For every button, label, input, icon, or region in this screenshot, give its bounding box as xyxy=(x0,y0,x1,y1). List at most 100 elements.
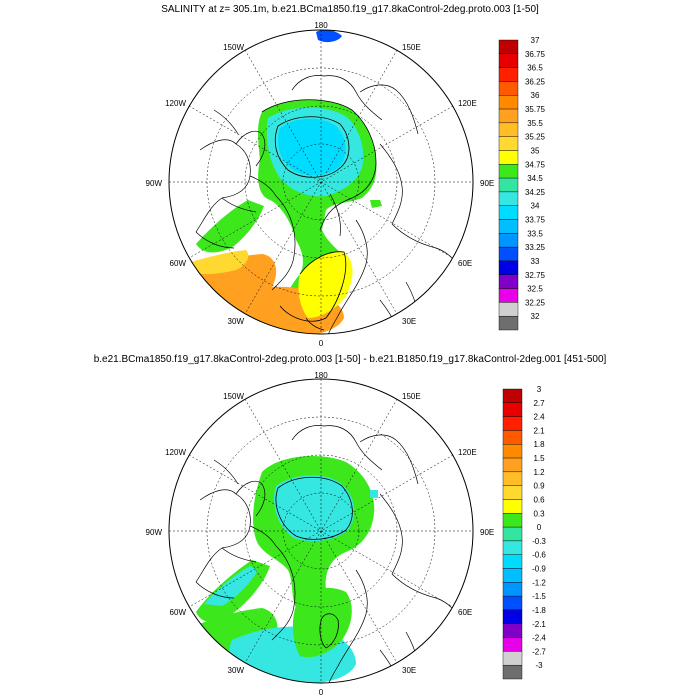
bottom-map xyxy=(194,425,463,683)
top-field-atlantic-yellow xyxy=(190,250,249,275)
top-colorbar-swatch xyxy=(498,260,519,275)
top-field-cyan xyxy=(277,118,346,176)
top-colorbar-label: 32.75 xyxy=(525,271,546,280)
top-colorbar-label: 34 xyxy=(531,202,540,211)
bottom-map-border xyxy=(168,378,474,684)
top-lon-180: 180 xyxy=(314,21,328,30)
bottom-lon-120w: 120W xyxy=(165,448,186,457)
top-map-border xyxy=(168,29,474,335)
top-colorbar-label: 36.75 xyxy=(525,50,546,59)
bottom-field-west-teal xyxy=(204,566,258,606)
top-lon-90w: 90W xyxy=(146,179,163,188)
bottom-lon-30e: 30E xyxy=(402,666,416,675)
bottom-colorbar-swatch xyxy=(502,416,523,431)
top-colorbar-swatch xyxy=(498,81,519,96)
top-colorbar-swatch xyxy=(498,177,519,193)
top-lon-150w: 150W xyxy=(223,43,244,52)
top-lon-30w: 30W xyxy=(228,317,245,326)
bottom-lon-120e: 120E xyxy=(458,448,477,457)
bottom-colorbar-swatch xyxy=(502,444,523,459)
top-colorbar-swatch xyxy=(498,315,519,331)
top-colorbar-label: 36.5 xyxy=(527,64,543,73)
bottom-colorbar-swatch xyxy=(502,595,523,611)
bottom-colorbar-swatch xyxy=(502,513,523,528)
bottom-colorbar-label: 1.2 xyxy=(533,468,545,477)
top-field-west-green xyxy=(196,200,264,253)
bottom-lon-90e: 90E xyxy=(480,528,494,537)
top-colorbar-swatch xyxy=(498,67,519,82)
top-colorbar-label: 33.75 xyxy=(525,216,546,225)
top-title: SALINITY at z= 305.1m, b.e21.BCma1850.f1… xyxy=(161,4,539,15)
top-colorbar-label: 35.25 xyxy=(525,133,546,142)
bottom-colorbar-swatch xyxy=(502,471,523,486)
top-colorbar-label: 33 xyxy=(531,257,540,266)
bottom-colorbar-swatch xyxy=(502,388,523,404)
top-lon-150e: 150E xyxy=(402,43,421,52)
top-lon-30e: 30E xyxy=(402,317,416,326)
top-colorbar-swatch xyxy=(498,95,519,110)
bottom-lon-60w: 60W xyxy=(170,608,187,617)
bottom-colorbar-label: 0 xyxy=(537,523,542,532)
top-colorbar-swatch xyxy=(498,191,519,206)
bottom-colorbar-label: 0.3 xyxy=(533,509,545,518)
top-lon-60e: 60E xyxy=(458,259,472,268)
bottom-lon-30w: 30W xyxy=(228,666,245,675)
top-field-nordic-yellow xyxy=(298,251,353,318)
bottom-colorbar-label: -2.1 xyxy=(532,620,546,629)
top-colorbar-label: 33.25 xyxy=(525,243,546,252)
bottom-colorbar-swatch xyxy=(502,540,523,555)
top-colorbar-label: 34.75 xyxy=(525,160,546,169)
bottom-colorbar-label: -3 xyxy=(535,661,543,670)
top-colorbar-swatch xyxy=(498,205,519,220)
bottom-colorbar-label: -2.7 xyxy=(532,647,546,656)
bottom-colorbar-label: -0.6 xyxy=(532,551,546,560)
top-lon-120w: 120W xyxy=(165,99,186,108)
top-lon-90e: 90E xyxy=(480,179,494,188)
top-graticule xyxy=(169,30,473,334)
top-colorbar-label: 32.5 xyxy=(527,285,543,294)
top-contour-3 xyxy=(279,251,347,322)
bottom-lon-180: 180 xyxy=(314,371,328,380)
top-lon-120e: 120E xyxy=(458,99,477,108)
bottom-title: b.e21.BCma1850.f19_g17.8kaControl-2deg.p… xyxy=(94,354,607,365)
bottom-colorbar-swatch xyxy=(502,651,523,666)
top-colorbar-swatch xyxy=(498,39,519,55)
bottom-colorbar-label: 1.8 xyxy=(533,440,545,449)
bottom-panel: b.e21.BCma1850.f19_g17.8kaControl-2deg.p… xyxy=(94,354,607,697)
bottom-lon-0: 0 xyxy=(319,688,324,697)
bottom-colorbar-label: 2.4 xyxy=(533,413,545,422)
top-lon-60w: 60W xyxy=(170,259,187,268)
top-colorbar-swatch xyxy=(498,274,519,289)
bottom-colorbar-swatch xyxy=(502,609,523,624)
bottom-colorbar-swatch xyxy=(502,430,523,445)
top-colorbar-label: 33.5 xyxy=(527,229,543,238)
top-contour-1 xyxy=(274,116,350,178)
bottom-lon-150e: 150E xyxy=(402,392,421,401)
top-colorbar-label: 32 xyxy=(531,312,540,321)
bottom-colorbar-swatch xyxy=(502,526,523,542)
bottom-colorbar-swatch xyxy=(502,664,523,680)
bottom-field-east-cyan xyxy=(370,490,378,498)
top-colorbar-label: 35.75 xyxy=(525,105,546,114)
top-colorbar-swatch xyxy=(498,288,519,303)
bottom-colorbar-label: 0.6 xyxy=(533,495,545,504)
top-colorbar-label: 36 xyxy=(531,91,540,100)
bottom-colorbar-label: -0.9 xyxy=(532,565,546,574)
bottom-colorbar-label: 3 xyxy=(537,385,542,394)
bottom-colorbar-swatch xyxy=(502,402,523,417)
top-map xyxy=(190,30,463,334)
top-contour-2 xyxy=(261,99,377,231)
top-colorbar-swatch xyxy=(498,108,519,124)
bottom-colorbar-swatch xyxy=(502,457,523,473)
bottom-colorbar-swatch xyxy=(502,637,523,652)
bottom-colorbar-label: 2.7 xyxy=(533,399,545,408)
bottom-colorbar-swatch xyxy=(502,485,523,500)
bottom-field-arctic-teal xyxy=(274,475,355,542)
bottom-colorbar-swatch xyxy=(502,499,523,514)
bottom-colorbar-label: 0.9 xyxy=(533,482,545,491)
top-colorbar-swatch xyxy=(498,136,519,151)
top-colorbar-label: 32.25 xyxy=(525,298,546,307)
bottom-colorbar-label: -1.5 xyxy=(532,592,546,601)
bottom-colorbar: 3 2.7 2.4 2.1 1.8 1.5 1.2 0.9 0.6 0.3 0 -0.3 -0.6 -0.… xyxy=(502,385,546,680)
